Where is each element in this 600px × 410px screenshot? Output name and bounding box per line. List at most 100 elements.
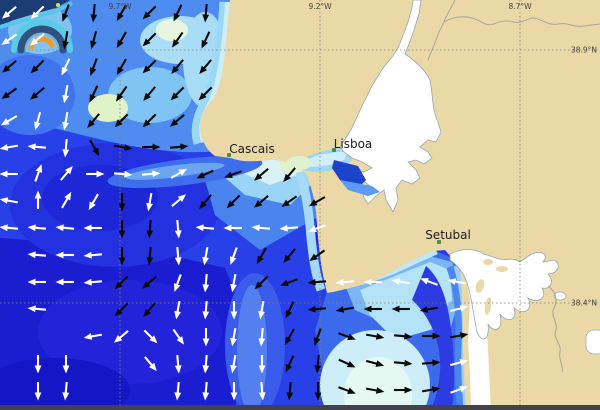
flow-arrow bbox=[226, 194, 241, 209]
flow-arrow bbox=[1, 33, 18, 46]
flow-arrow bbox=[55, 278, 74, 286]
flow-arrow bbox=[143, 302, 156, 318]
flow-arrow bbox=[173, 274, 182, 292]
flow-arrow bbox=[27, 305, 47, 313]
city-labels: Cascais Lisboa Setubal bbox=[227, 137, 471, 244]
flow-arrow bbox=[309, 249, 326, 262]
flow-arrow bbox=[113, 330, 129, 343]
flow-arrow bbox=[34, 382, 42, 401]
flow-arrow bbox=[391, 305, 410, 313]
flow-arrow bbox=[254, 275, 269, 290]
flow-arrow bbox=[447, 278, 467, 285]
flow-arrow bbox=[143, 329, 158, 344]
river-lines bbox=[427, 0, 600, 373]
flow-arrow bbox=[118, 193, 126, 212]
flow-arrow bbox=[365, 333, 385, 340]
flow-arrow bbox=[89, 58, 98, 76]
flow-arrow bbox=[198, 86, 213, 101]
flow-arrow bbox=[230, 327, 237, 347]
flow-arrow bbox=[141, 276, 157, 289]
flow-arrow bbox=[171, 194, 187, 207]
flow-arrow bbox=[83, 333, 103, 340]
flow-arrow bbox=[27, 143, 47, 151]
flow-arrow bbox=[174, 246, 182, 266]
flow-arrow bbox=[199, 194, 212, 210]
flow-arrow bbox=[114, 275, 129, 290]
current-vector-field bbox=[0, 3, 469, 401]
flow-arrow bbox=[285, 301, 295, 319]
flow-arrow bbox=[118, 220, 126, 239]
flow-arrow bbox=[450, 385, 468, 394]
flow-arrow bbox=[251, 224, 271, 232]
flow-arrow bbox=[0, 170, 18, 178]
flow-arrow bbox=[89, 85, 99, 103]
flow-arrow bbox=[27, 224, 47, 232]
city-label-lisboa: Lisboa bbox=[334, 137, 373, 151]
flow-arrow bbox=[118, 247, 126, 266]
flow-arrow bbox=[281, 195, 298, 208]
flow-arrow bbox=[285, 355, 295, 373]
flow-arrow bbox=[283, 167, 296, 183]
flow-arrow bbox=[142, 32, 157, 47]
flow-arrow bbox=[230, 301, 238, 320]
flow-arrow bbox=[421, 386, 441, 393]
flow-arrow bbox=[286, 381, 294, 401]
flow-arrow bbox=[62, 138, 70, 158]
flow-arrow bbox=[391, 278, 411, 285]
flow-arrow bbox=[169, 114, 185, 127]
flow-arrow bbox=[115, 85, 128, 102]
flow-arrow bbox=[201, 31, 211, 49]
flow-arrow bbox=[34, 355, 42, 374]
flow-arrow bbox=[1, 6, 17, 19]
flow-arrow bbox=[258, 300, 265, 320]
flow-arrow bbox=[174, 300, 181, 320]
flow-arrow bbox=[174, 381, 182, 401]
flow-arrow bbox=[223, 224, 242, 232]
flow-arrow bbox=[169, 143, 189, 151]
flow-arrow bbox=[338, 358, 356, 368]
flow-arrow bbox=[116, 31, 127, 49]
flow-arrow bbox=[173, 4, 183, 22]
flow-arrow bbox=[224, 170, 242, 179]
flow-arrow bbox=[142, 59, 157, 74]
flow-arrow bbox=[62, 111, 69, 131]
flow-arrow bbox=[86, 170, 105, 178]
flow-arrow bbox=[27, 251, 47, 259]
flow-arrow bbox=[27, 278, 46, 286]
city-marker-setubal bbox=[437, 240, 441, 244]
flow-arrow bbox=[258, 355, 266, 374]
city-marker-cascais bbox=[227, 153, 231, 157]
flow-arrow bbox=[421, 359, 441, 367]
city-label-cascais: Cascais bbox=[229, 142, 275, 156]
flow-arrow bbox=[230, 273, 237, 293]
flow-arrow bbox=[308, 196, 326, 207]
city-marker-lisboa bbox=[332, 148, 336, 152]
flow-arrow bbox=[258, 381, 266, 401]
flow-arrow bbox=[62, 355, 70, 374]
flow-arrow bbox=[229, 247, 238, 265]
flow-arrow bbox=[394, 386, 413, 394]
flow-arrow bbox=[419, 306, 439, 313]
flow-arrow bbox=[174, 219, 182, 239]
flow-arrow bbox=[171, 59, 184, 75]
flow-arrow bbox=[0, 144, 19, 151]
flow-arrow bbox=[450, 359, 469, 367]
flow-arrow bbox=[196, 169, 214, 179]
flow-arrow bbox=[34, 112, 42, 131]
wave-peak-corner bbox=[0, 0, 73, 29]
flow-arrow bbox=[30, 59, 45, 74]
flow-arrow bbox=[449, 332, 469, 339]
flow-arrow bbox=[172, 328, 185, 345]
flow-arrow bbox=[230, 354, 237, 374]
flow-arrow bbox=[62, 381, 70, 401]
sado-estuary bbox=[449, 249, 559, 340]
coordinate-labels: 9.7°W 9.2°W 8.7°W 38.9°N 38.4°N bbox=[108, 2, 597, 308]
flow-arrow bbox=[338, 332, 356, 341]
flow-arrow bbox=[199, 59, 212, 75]
wave-contour-arc bbox=[17, 25, 67, 54]
flow-arrow bbox=[89, 139, 100, 157]
flow-arrow bbox=[422, 332, 441, 340]
flow-arrow bbox=[170, 168, 188, 179]
